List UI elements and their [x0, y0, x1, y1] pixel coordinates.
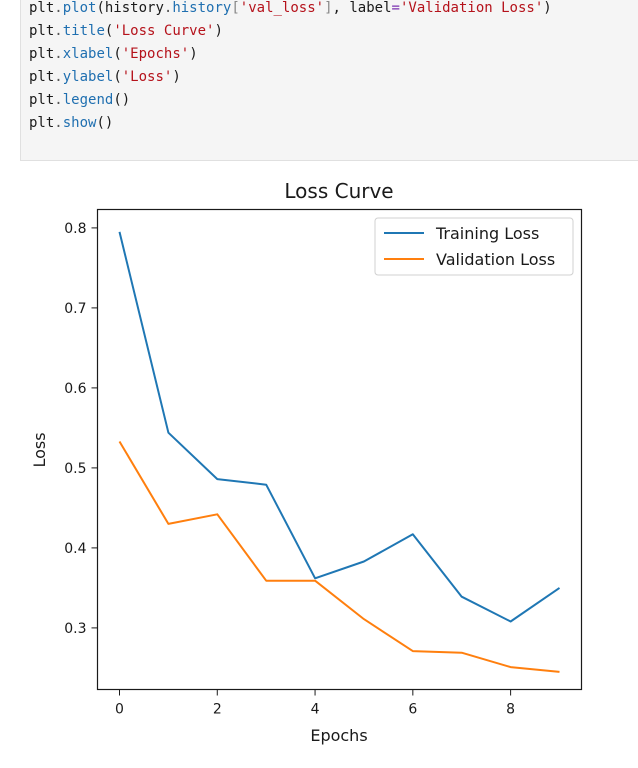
y-tick-label: 0.8 — [64, 221, 86, 237]
legend-label: Training Loss — [435, 224, 539, 243]
code-token: . — [54, 69, 63, 85]
x-tick-label: 4 — [311, 702, 320, 718]
code-token: = — [391, 0, 400, 16]
code-token: plt — [29, 115, 55, 131]
code-token: history — [172, 0, 232, 16]
x-tick-label: 6 — [408, 702, 417, 718]
code-token: plt — [29, 92, 55, 108]
code-token: ) — [189, 46, 198, 62]
code-line: plt.legend() — [29, 89, 130, 111]
code-token: 'Validation Loss' — [399, 0, 544, 16]
code-line: plt.title('Loss Curve') — [29, 20, 223, 42]
code-line: plt.xlabel('Epochs') — [29, 43, 198, 65]
code-line: plt.ylabel('Loss') — [29, 66, 181, 88]
y-tick-label: 0.5 — [64, 461, 86, 477]
y-tick-label: 0.3 — [64, 621, 86, 637]
chart-output: Loss Curve 0 2 4 6 8 0.3 0.4 0.5 0.6 0.7 0.8 Epoch… — [0, 165, 638, 768]
code-token: . — [54, 23, 63, 39]
code-token: . — [54, 0, 63, 16]
code-token: , label — [332, 0, 392, 16]
code-token: show — [62, 115, 97, 131]
legend-box — [374, 217, 574, 276]
x-tick-label: 8 — [506, 702, 515, 718]
code-token: title — [62, 23, 105, 39]
code-token: (history — [96, 0, 164, 16]
y-tick-label: 0.6 — [64, 381, 86, 397]
code-token: ( — [113, 46, 122, 62]
y-tick-label: 0.4 — [64, 541, 86, 557]
code-token: ) — [172, 69, 181, 85]
chart-title: Loss Curve — [284, 179, 393, 203]
code-token: 'Loss Curve' — [113, 23, 215, 39]
legend: Training Loss Validation Loss — [374, 217, 574, 276]
code-token: . — [54, 115, 63, 131]
code-token: xlabel — [62, 46, 114, 62]
code-token: 'Loss' — [121, 69, 173, 85]
code-token: . — [163, 0, 173, 16]
code-token: plot — [62, 0, 97, 16]
y-tick-label: 0.7 — [64, 301, 86, 317]
code-token: legend — [62, 92, 114, 108]
x-axis-label: Epochs — [310, 726, 367, 745]
series-line-training-loss — [118, 231, 561, 623]
loss-curve-chart: Loss Curve 0 2 4 6 8 0.3 0.4 0.5 0.6 0.7 0.8 Epoch… — [30, 179, 583, 745]
code-token: () — [96, 115, 114, 131]
code-token: . — [54, 46, 63, 62]
code-line: plt.plot(history.history['val_loss'], la… — [29, 0, 552, 19]
code-token: plt — [29, 23, 55, 39]
code-token: ) — [543, 0, 552, 16]
code-token: ( — [104, 23, 114, 39]
code-cell[interactable]: plt.plot(history.history['val_loss'], la… — [20, 0, 638, 161]
code-token: ( — [113, 69, 122, 85]
plot-frame — [96, 208, 583, 691]
code-token: ylabel — [62, 69, 114, 85]
code-token: ) — [214, 23, 223, 39]
y-axis-label: Loss — [30, 432, 49, 467]
code-token: plt — [29, 0, 55, 16]
code-token: ] — [324, 0, 333, 16]
code-token: plt — [29, 46, 55, 62]
series-line-validation-loss — [118, 440, 560, 673]
code-token: 'Epochs' — [121, 46, 190, 62]
code-token: [ — [231, 0, 240, 16]
code-line: plt.show() — [29, 112, 113, 134]
code-token: 'val_loss' — [239, 0, 325, 16]
code-token: () — [113, 92, 131, 108]
code-token: . — [54, 92, 63, 108]
code-token: plt — [29, 69, 55, 85]
legend-label: Validation Loss — [436, 250, 555, 269]
x-tick-label: 2 — [213, 702, 222, 718]
x-tick-label: 0 — [115, 702, 124, 718]
